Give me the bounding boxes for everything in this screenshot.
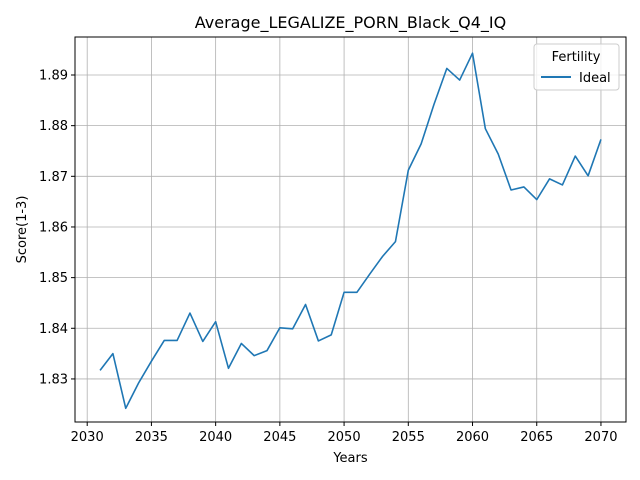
plot-area-frame: [74, 36, 627, 423]
legend-label-ideal: Ideal: [579, 71, 611, 86]
x-tick-label: 2035: [135, 430, 168, 445]
chart-title: Average_LEGALIZE_PORN_Black_Q4_IQ: [195, 13, 506, 33]
x-tick-label: 2030: [71, 430, 104, 445]
x-tick-label: 2040: [199, 430, 232, 445]
y-tick-label: 1.89: [39, 68, 68, 83]
legend-box: [533, 43, 620, 91]
x-axis-title: Years: [332, 451, 368, 466]
y-tick-label: 1.86: [39, 220, 68, 235]
x-tick-label: 2055: [392, 430, 425, 445]
x-tick-label: 2065: [520, 430, 553, 445]
y-axis-title: Score(1-3): [15, 196, 30, 264]
y-tick-label: 1.84: [39, 322, 68, 337]
legend-title: Fertility: [552, 50, 601, 65]
y-tick-label: 1.87: [39, 170, 68, 185]
x-tick-label: 2050: [328, 430, 361, 445]
y-tick-label: 1.88: [39, 119, 68, 134]
series-line-ideal: [99, 52, 602, 410]
x-tick-label: 2060: [456, 430, 489, 445]
y-tick-label: 1.83: [39, 372, 68, 387]
x-tick-label: 2070: [584, 430, 617, 445]
y-tick-label: 1.85: [39, 271, 68, 286]
legend: Fertility Ideal: [533, 43, 620, 91]
x-tick-label: 2045: [263, 430, 296, 445]
